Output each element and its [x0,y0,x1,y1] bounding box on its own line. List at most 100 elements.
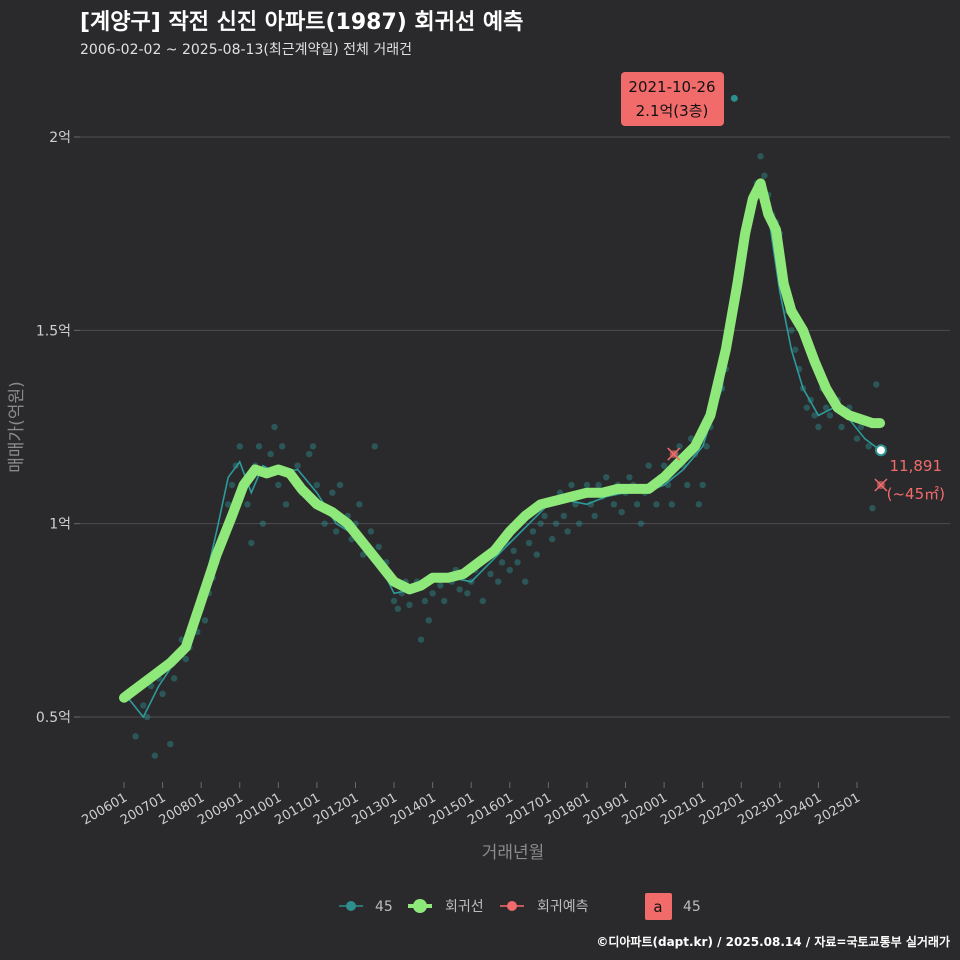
data-point [309,443,317,450]
data-point [603,474,610,481]
data-point [568,481,575,489]
data-point [645,462,652,469]
data-point [610,501,618,508]
highlight-point [730,94,738,102]
data-point [159,690,166,697]
data-point [425,617,432,624]
data-point [267,450,274,458]
source-caption: ©디아파트(dapt.kr) / 2025.08.14 / 자료=국토교통부 실… [596,934,950,949]
y-axis-ticks: 0.5억 1억 1.5억 2억 [36,130,80,726]
data-point [375,543,382,551]
data-point [703,443,710,450]
data-point [595,481,602,489]
data-point [170,675,178,682]
data-point [429,590,436,597]
data-point [487,570,494,578]
legend-label-regression: 회귀선 [445,899,484,915]
data-point [421,597,429,605]
data-point [356,501,363,508]
data-point [271,423,278,431]
annotation-date: 2021-10-26 [628,78,715,96]
latest-point [874,444,887,457]
legend-swatch-dot [346,901,356,911]
data-point [506,566,513,574]
data-point [788,327,795,334]
data-point [803,404,811,411]
data-point [591,512,598,520]
y-axis-label: 매매가(억원) [7,381,27,472]
data-point [441,597,448,605]
data-point [549,535,556,543]
data-point [329,489,336,496]
data-point [826,412,834,419]
data-point [695,501,703,508]
data-point [529,528,537,535]
data-point [676,443,683,450]
data-point [259,520,267,527]
data-point [653,501,660,508]
data-point [514,559,521,566]
data-point [336,481,344,489]
data-point [201,617,209,624]
data-point [660,462,668,469]
data-point [255,443,263,450]
data-point [761,172,768,179]
legend-item-45: 45 [339,899,393,915]
legend-item-text-key: a 45 [645,893,701,920]
data-point [853,435,861,442]
legend-item-regression: 회귀선 [408,899,484,915]
data-point [236,443,243,450]
y-tick-label: 0.5억 [36,710,71,726]
data-point [417,636,425,643]
prediction-area: (~45㎡) [887,485,945,503]
data-point [464,590,471,597]
chart-title: [계양구] 작전 신진 아파트(1987) 회귀선 예측 [80,10,523,35]
data-point [479,597,486,605]
data-point [865,443,872,450]
data-point [815,423,822,431]
legend-text-key-box [645,893,672,920]
data-point [522,578,529,585]
data-point [143,713,151,721]
data-point [390,597,398,605]
legend-item-prediction: 회귀예측 [500,899,589,915]
annotation-price: 2.1억(3층) [636,102,709,120]
data-point [367,528,375,535]
data-point [278,443,286,450]
chart-subtitle: 2006-02-02 ~ 2025-08-13(최근계약일) 전체 거래건 [80,42,412,58]
data-point [757,153,764,160]
data-point [371,443,378,450]
data-point [294,462,301,469]
data-point [275,481,282,489]
data-point [456,586,463,593]
regression-path [119,178,886,703]
legend: 45 회귀선 회귀예측 a 45 [339,893,701,920]
data-point [305,450,313,458]
legend-swatch-dot [507,901,517,911]
data-point [282,501,290,508]
data-point [626,474,633,481]
data-point [541,512,548,520]
data-point [857,423,865,431]
data-point [633,501,641,508]
data-point [437,582,444,589]
prediction-cross [874,478,888,492]
data-point [699,481,706,489]
data-point [495,578,502,585]
data-point [668,501,676,508]
prediction-value: 11,891 [890,457,943,475]
legend-text-key-label: 45 [683,899,701,915]
x-axis-label: 거래년월 [482,843,545,863]
data-point [552,520,560,527]
data-point [811,412,818,419]
data-point [510,547,517,554]
data-point [140,702,147,709]
data-point [313,481,321,489]
legend-label-45: 45 [375,899,393,915]
data-point [564,528,571,535]
data-point [182,655,189,663]
data-point [151,752,159,759]
special-markers [667,94,888,492]
data-point [525,539,533,547]
